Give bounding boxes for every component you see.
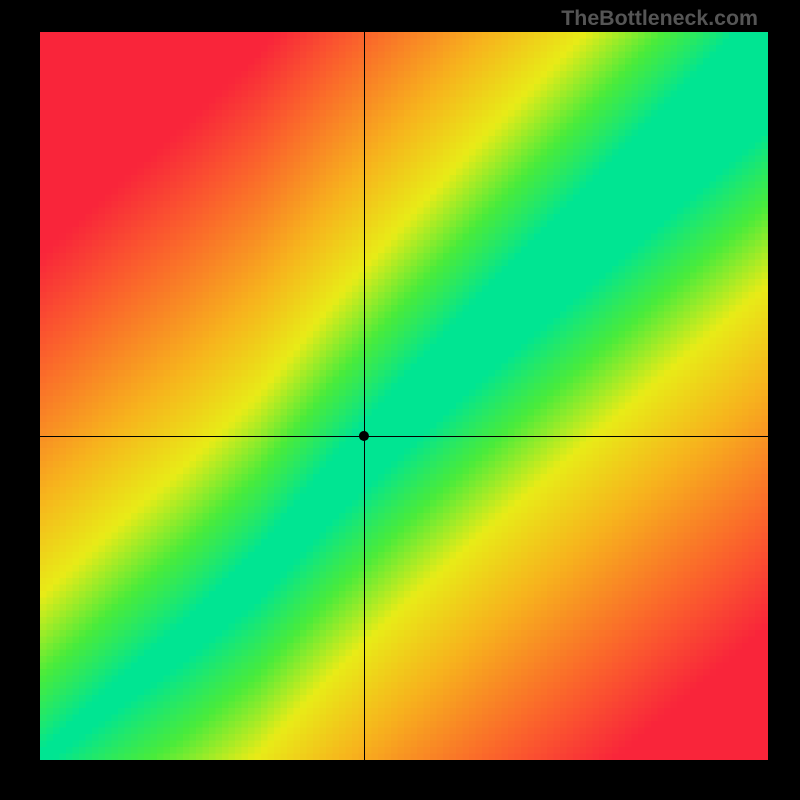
chart-root: TheBottleneck.com <box>0 0 800 800</box>
plot-area <box>40 32 768 760</box>
watermark-text: TheBottleneck.com <box>561 6 758 31</box>
overlay-canvas <box>40 32 768 760</box>
